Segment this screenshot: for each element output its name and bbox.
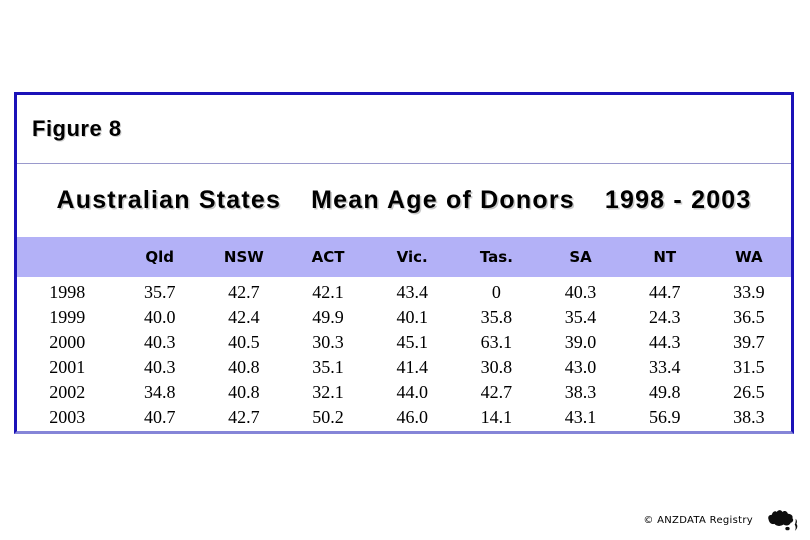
table-row-1999: 1999 40.0 42.4 49.9 40.1 35.8 35.4 24.3 36.5 xyxy=(17,305,791,329)
value-cell: 40.0 xyxy=(143,306,176,327)
value-cell: 45.1 xyxy=(396,331,428,352)
value-cell: 30.3 xyxy=(312,331,344,352)
value-cell: 40.3 xyxy=(143,357,176,378)
value-cell: 36.5 xyxy=(733,306,765,327)
figure-box: Figure 8 Australian States Mean Age of D… xyxy=(14,92,794,434)
value-cell: 43.0 xyxy=(564,357,597,378)
value-cell: 35.7 xyxy=(143,281,176,302)
value-cell: 39.7 xyxy=(733,331,765,352)
value-cell: 40.3 xyxy=(143,331,176,352)
value-cell: 40.7 xyxy=(143,407,176,428)
table-body: 1998 35.7 42.7 42.1 43.4 0 40.3 44.7 33.9 1999 40.… xyxy=(17,277,791,431)
title-part-years: 1998 - 2003 xyxy=(604,186,752,214)
value-cell: 44.7 xyxy=(648,281,681,302)
table-row-2000: 2000 40.3 40.5 30.3 45.1 63.1 39.0 44.3 39.7 xyxy=(17,330,791,354)
slide-title: Australian States Mean Age of Donors 199… xyxy=(17,164,791,237)
value-cell: 40.8 xyxy=(228,357,260,378)
table-row-2003: 2003 40.7 42.7 50.2 46.0 14.1 43.1 56.9 38.3 xyxy=(17,406,791,430)
value-cell: 31.5 xyxy=(733,357,765,378)
value-cell: 30.8 xyxy=(480,357,513,378)
table-row-2001: 2001 40.3 40.8 35.1 41.4 30.8 43.0 33.4 31.5 xyxy=(17,356,791,380)
value-cell: 43.4 xyxy=(396,281,428,302)
value-cell: 26.5 xyxy=(733,382,765,403)
column-header-wa: WA xyxy=(735,248,763,266)
value-cell: 42.1 xyxy=(312,281,344,302)
title-part-states: Australian States xyxy=(56,186,282,214)
value-cell: 42.7 xyxy=(228,281,260,302)
value-cell: 34.8 xyxy=(143,382,176,403)
value-cell: 40.3 xyxy=(564,281,597,302)
value-cell: 49.8 xyxy=(648,382,681,403)
footer: © ANZDATA Registry xyxy=(643,507,801,534)
column-header-sa: SA xyxy=(569,248,592,266)
year-cell: 2001 xyxy=(49,357,86,378)
value-cell: 38.3 xyxy=(564,382,597,403)
title-part-measure: Mean Age of Donors xyxy=(311,186,575,214)
australia-new-zealand-map-icon xyxy=(765,507,801,534)
year-cell: 2000 xyxy=(49,331,86,352)
value-cell: 33.9 xyxy=(733,281,765,302)
figure-header: Figure 8 xyxy=(17,95,791,163)
column-header-tas: Tas. xyxy=(479,248,513,266)
value-cell: 42.7 xyxy=(228,407,260,428)
value-cell: 41.4 xyxy=(396,357,428,378)
value-cell: 39.0 xyxy=(564,331,597,352)
header-divider-line xyxy=(17,163,791,164)
column-header-nsw: NSW xyxy=(223,248,264,266)
value-cell: 33.4 xyxy=(648,357,681,378)
value-cell: 40.1 xyxy=(396,306,428,327)
year-cell: 1998 xyxy=(49,281,86,302)
value-cell: 46.0 xyxy=(396,407,428,428)
figure-label: Figure 8 xyxy=(32,116,122,141)
value-cell: 56.9 xyxy=(648,407,681,428)
table-row-1998: 1998 35.7 42.7 42.1 43.4 0 40.3 44.7 33.9 xyxy=(17,280,791,304)
value-cell: 24.3 xyxy=(648,306,681,327)
value-cell: 63.1 xyxy=(480,331,513,352)
value-cell: 49.9 xyxy=(312,306,344,327)
table-row-2002: 2002 34.8 40.8 32.1 44.0 42.7 38.3 49.8 26.5 xyxy=(17,381,791,405)
year-cell: 2002 xyxy=(49,382,86,403)
column-header-act: ACT xyxy=(311,248,345,266)
value-cell: 35.4 xyxy=(564,306,597,327)
year-cell: 1999 xyxy=(49,306,86,327)
value-cell: 42.4 xyxy=(228,306,260,327)
value-cell: 35.8 xyxy=(480,306,513,327)
column-header-vic: Vic. xyxy=(396,248,428,266)
column-header-qld: Qld xyxy=(145,248,175,266)
value-cell: 42.7 xyxy=(480,382,513,403)
table-header-row: Qld NSW ACT Vic. Tas. SA NT WA xyxy=(17,237,791,277)
copyright-credit: © ANZDATA Registry xyxy=(643,515,753,526)
year-cell: 2003 xyxy=(49,407,86,428)
value-cell: 0 xyxy=(491,281,501,302)
value-cell: 50.2 xyxy=(312,407,344,428)
value-cell: 44.3 xyxy=(648,331,681,352)
value-cell: 40.8 xyxy=(228,382,260,403)
value-cell: 32.1 xyxy=(312,382,344,403)
value-cell: 43.1 xyxy=(564,407,597,428)
column-header-nt: NT xyxy=(653,248,677,266)
value-cell: 35.1 xyxy=(312,357,344,378)
value-cell: 44.0 xyxy=(396,382,428,403)
value-cell: 40.5 xyxy=(228,331,260,352)
value-cell: 38.3 xyxy=(733,407,765,428)
value-cell: 14.1 xyxy=(480,407,513,428)
